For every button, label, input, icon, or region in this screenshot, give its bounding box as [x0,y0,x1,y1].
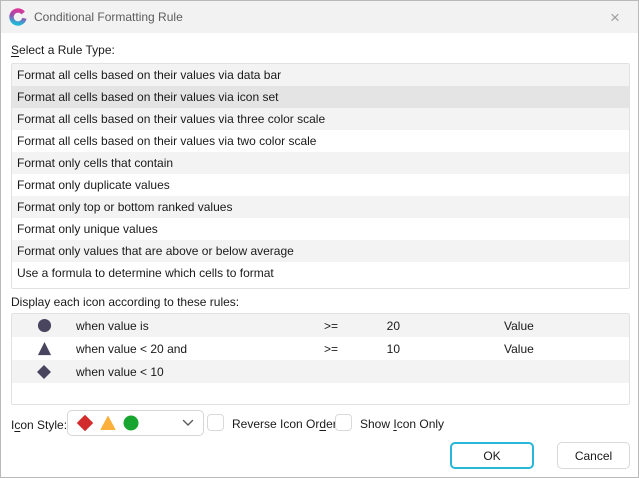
rule-type-item-three-color-scale[interactable]: Format all cells based on their values v… [12,108,629,130]
rule-type-item-data-bar[interactable]: Format all cells based on their values v… [12,64,629,86]
ok-button[interactable]: OK [450,442,534,469]
display-rules-label: Display each icon according to these rul… [11,295,240,309]
yellow-triangle-icon [100,415,116,431]
title-bar: Conditional Formatting Rule × [1,1,638,33]
rule-type-item-icon-set[interactable]: Format all cells based on their values v… [12,86,629,108]
show-icon-only-checkbox[interactable] [335,414,352,431]
rule-operator-select[interactable]: >= [324,318,339,333]
rule-condition: when value < 20 and [76,341,188,356]
rule-condition: when value is [76,318,149,333]
rule-type-item-formula[interactable]: Use a formula to determine which cells t… [12,262,629,284]
rule-condition: when value < 10 [76,364,164,379]
rule-value-input[interactable]: 20 [386,318,400,333]
icon-rule-row-2[interactable]: when value < 20 and >= 10 Value [12,337,629,360]
icon-style-dropdown[interactable] [67,410,204,436]
select-rule-type-label: Select a Rule Type: [11,43,115,57]
red-diamond-icon [77,415,93,431]
icon-rule-row-1[interactable]: when value is >= 20 Value [12,314,629,337]
triangle-icon [37,341,52,356]
reverse-icon-order-checkbox[interactable] [207,414,224,431]
icon-rule-row-3[interactable]: when value < 10 [12,360,629,383]
chevron-down-icon [182,419,194,427]
reverse-icon-order-label[interactable]: Reverse Icon Order [232,417,337,431]
show-icon-only-label[interactable]: Show Icon Only [360,417,445,431]
rule-type-item-above-below-average[interactable]: Format only values that are above or bel… [12,240,629,262]
rule-type-item-top-bottom-ranked[interactable]: Format only top or bottom ranked values [12,196,629,218]
circle-icon [37,318,52,333]
diamond-icon [37,364,51,379]
rule-value-type-select[interactable]: Value [504,341,534,356]
rule-type-item-duplicate-values[interactable]: Format only duplicate values [12,174,629,196]
rule-type-list: Format all cells based on their values v… [11,63,630,289]
rule-operator-select[interactable]: >= [324,341,339,356]
green-circle-icon [123,415,139,431]
rule-value-input[interactable]: 10 [386,341,400,356]
icon-style-label: Icon Style: [11,418,68,432]
window-title: Conditional Formatting Rule [34,10,183,24]
rule-value-type-select[interactable]: Value [504,318,534,333]
close-icon[interactable]: × [610,7,620,27]
cancel-button[interactable]: Cancel [557,442,630,469]
rule-type-item-unique-values[interactable]: Format only unique values [12,218,629,240]
icon-rules-table: when value is >= 20 Value when value < 2… [11,313,630,405]
rule-type-item-two-color-scale[interactable]: Format all cells based on their values v… [12,130,629,152]
app-logo-icon [9,8,27,26]
rule-type-item-cells-that-contain[interactable]: Format only cells that contain [12,152,629,174]
